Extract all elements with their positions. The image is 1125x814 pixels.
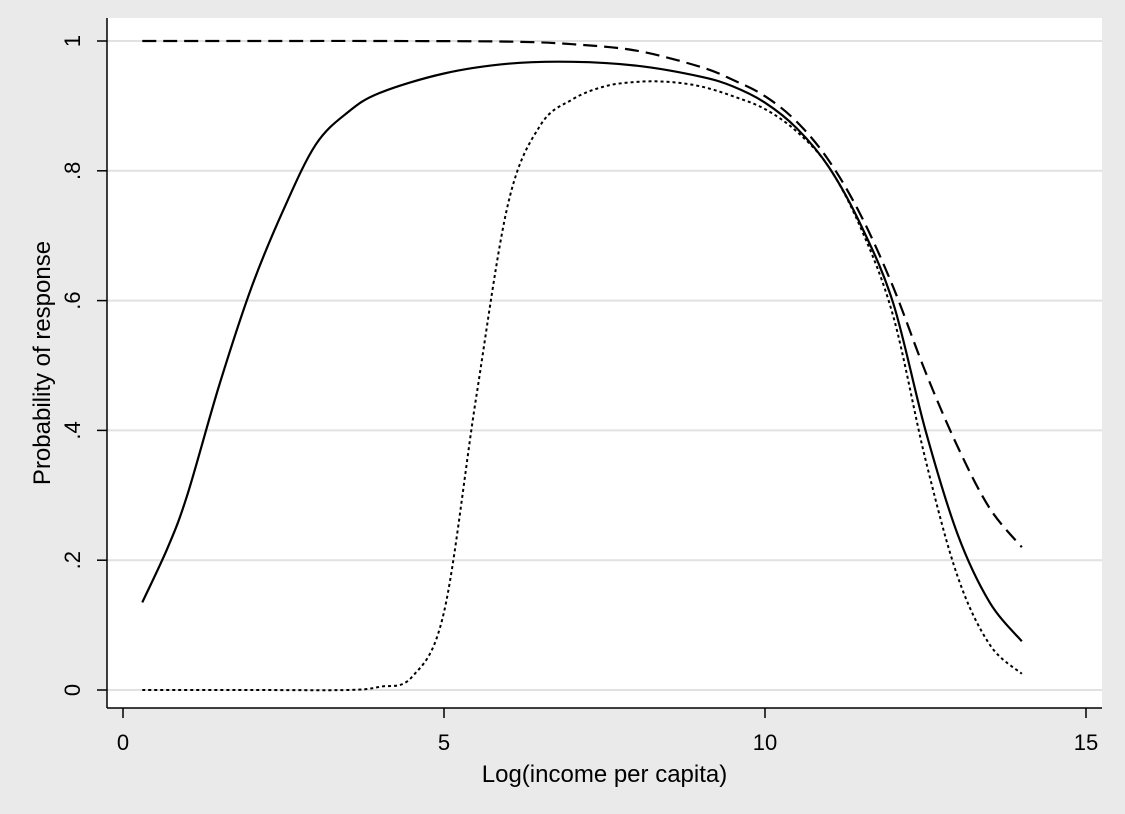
x-tick-label: 0: [117, 730, 129, 755]
axes: [97, 18, 1102, 718]
y-tick-label: .2: [60, 551, 85, 569]
gridlines: [107, 40, 1102, 691]
y-tick-label: 1: [60, 35, 85, 47]
tick-labels: 0.2.4.6.810 5 10 15: [60, 35, 1098, 755]
series-line-dotted: [142, 80, 1023, 692]
y-axis-title: Probability of response: [29, 241, 56, 485]
plot-area: [107, 18, 1102, 708]
series-line-solid: [141, 60, 1023, 643]
x-tick-label: 15: [1074, 730, 1098, 755]
x-axis-title: Log(income per capita): [482, 761, 727, 788]
x-tick-label: 10: [753, 730, 777, 755]
y-tick-label: .8: [60, 162, 85, 180]
series-line-dashed: [142, 39, 1023, 548]
y-tick-label: .4: [60, 421, 85, 439]
y-tick-label: .6: [60, 291, 85, 309]
series-group: [141, 39, 1023, 692]
y-tick-label: 0: [60, 684, 85, 696]
x-tick-label: 5: [438, 730, 450, 755]
